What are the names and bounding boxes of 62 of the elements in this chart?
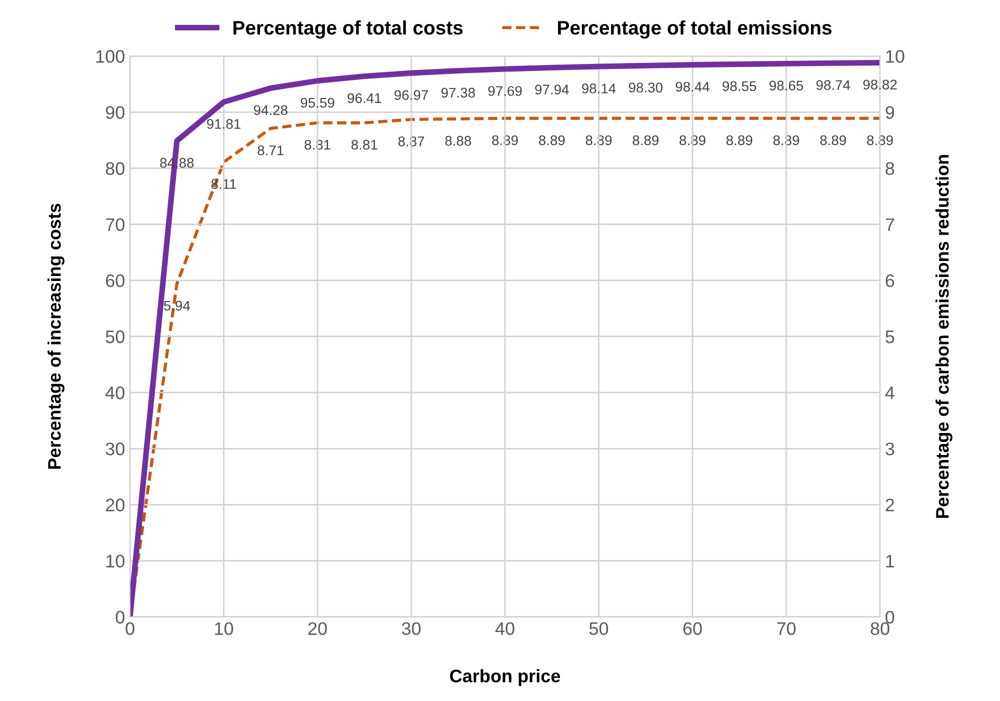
x-tick-label: 40 xyxy=(495,622,514,636)
data-label: 8.89 xyxy=(538,135,565,146)
legend-label: Percentage of total emissions xyxy=(558,20,832,39)
legend-label: Percentage of total costs xyxy=(233,20,463,39)
y-tick-label: 20 xyxy=(106,498,124,512)
data-label: 98.44 xyxy=(676,82,710,92)
y2-tick-label: 0 xyxy=(886,610,894,624)
data-label: 97.38 xyxy=(441,88,475,98)
y2-tick-label: 5 xyxy=(886,330,894,344)
y-tick-label: 70 xyxy=(106,218,124,232)
x-tick-label: 80 xyxy=(870,622,890,636)
data-label: 8.81 xyxy=(351,140,378,150)
data-label: 97.69 xyxy=(488,86,522,96)
data-label: 98.14 xyxy=(582,84,616,94)
data-label: 91.81 xyxy=(207,119,240,129)
y2-tick-label: 8 xyxy=(886,162,894,175)
data-label: 8.88 xyxy=(445,136,472,146)
y-tick-label: 10 xyxy=(106,554,124,568)
y-tick-label: 90 xyxy=(106,106,124,119)
y2-tick-label: 2 xyxy=(886,498,894,512)
data-label: 8.89 xyxy=(586,135,612,146)
y-tick-label: 50 xyxy=(106,330,124,344)
x-tick-label: 70 xyxy=(777,622,796,636)
x-tick-label: 10 xyxy=(215,622,234,636)
y2-axis-title: Percentage of carbon emissions reduction xyxy=(936,154,952,518)
data-label: 95.59 xyxy=(300,98,334,108)
y-tick-label: 0 xyxy=(116,610,124,624)
y-tick-label: 100 xyxy=(96,50,124,63)
data-label: 98.82 xyxy=(863,80,897,90)
y-tick-label: 80 xyxy=(106,162,124,175)
x-tick-label: 50 xyxy=(589,622,608,636)
x-tick-label: 30 xyxy=(402,622,421,636)
y2-tick-label: 4 xyxy=(885,386,894,400)
data-label: 94.28 xyxy=(254,105,288,116)
data-label: 98.65 xyxy=(770,80,804,91)
data-label: 96.41 xyxy=(348,93,382,104)
y-axis-title: Percentage of increasing costs xyxy=(48,204,64,469)
x-tick-label: 20 xyxy=(308,622,327,636)
data-label: 97.94 xyxy=(535,84,569,94)
y-tick-label: 40 xyxy=(105,386,124,400)
data-label: 98.55 xyxy=(722,81,756,92)
x-axis-title: Carbon price xyxy=(450,669,560,686)
data-label: 8.89 xyxy=(726,135,752,146)
data-label: 8.87 xyxy=(398,136,424,146)
data-label: 98.30 xyxy=(628,82,662,92)
data-label: 8.89 xyxy=(632,135,658,146)
y-tick-label: 60 xyxy=(106,274,124,288)
y2-tick-label: 1 xyxy=(886,554,894,568)
x-tick-label: 0 xyxy=(126,622,134,636)
data-label: 98.74 xyxy=(816,80,850,90)
y2-tick-label: 3 xyxy=(886,442,894,456)
y-tick-label: 30 xyxy=(106,442,124,456)
data-label: 8.71 xyxy=(258,145,284,156)
y2-tick-label: 9 xyxy=(886,106,894,119)
y2-tick-label: 7 xyxy=(886,218,894,231)
data-label: 8.89 xyxy=(773,135,800,146)
y2-tick-label: 6 xyxy=(886,274,894,288)
data-label: 8.89 xyxy=(820,135,846,146)
x-tick-label: 60 xyxy=(683,622,702,636)
y2-tick-label: 10 xyxy=(886,50,904,63)
data-label: 96.97 xyxy=(394,90,428,100)
data-label: 5.94 xyxy=(164,300,190,311)
